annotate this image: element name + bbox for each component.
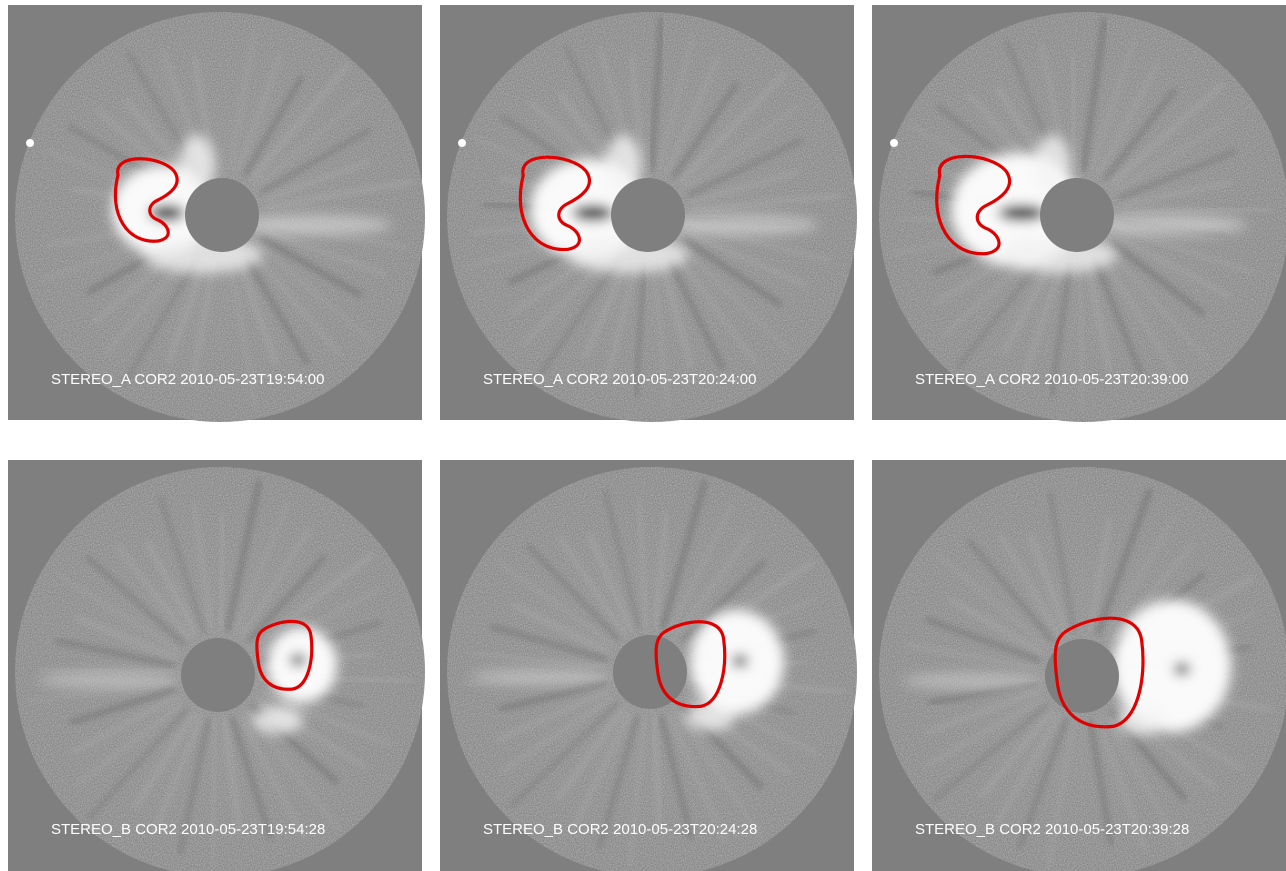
panel-label: STEREO_A COR2 2010-05-23T20:24:00 xyxy=(483,371,757,388)
figure: STEREO_A COR2 2010-05-23T19:54:00 STEREO_… xyxy=(0,0,1286,871)
occulter xyxy=(181,638,255,712)
image-panel: STEREO_A COR2 2010-05-23T20:39:00 xyxy=(872,5,1286,422)
image-panel: STEREO_B COR2 2010-05-23T20:39:28 xyxy=(872,460,1286,871)
dark-core xyxy=(998,205,1046,221)
occulter xyxy=(613,635,687,709)
image-panel: STEREO_B COR2 2010-05-23T20:24:28 xyxy=(440,460,857,871)
dark-core xyxy=(572,205,614,221)
image-panel: STEREO_A COR2 2010-05-23T20:24:00 xyxy=(440,5,857,422)
star xyxy=(458,139,466,147)
occulter xyxy=(1040,178,1114,252)
image-panel: STEREO_A COR2 2010-05-23T19:54:00 xyxy=(8,5,425,422)
panel-label: STEREO_A COR2 2010-05-23T20:39:00 xyxy=(915,371,1189,388)
panel-label: STEREO_A COR2 2010-05-23T19:54:00 xyxy=(51,371,325,388)
streamer-glow xyxy=(902,673,1042,689)
star xyxy=(890,139,898,147)
occulter xyxy=(611,178,685,252)
occulter xyxy=(185,178,259,252)
panel-label: STEREO_B COR2 2010-05-23T20:39:28 xyxy=(915,821,1189,838)
glow xyxy=(253,706,303,734)
panel-label: STEREO_B COR2 2010-05-23T20:24:28 xyxy=(483,821,757,838)
dark-core xyxy=(290,654,306,666)
dark-core xyxy=(732,655,748,667)
streamer-glow xyxy=(38,672,178,688)
image-panel: STEREO_B COR2 2010-05-23T19:54:28 xyxy=(8,460,425,871)
star xyxy=(26,139,34,147)
panel-label: STEREO_B COR2 2010-05-23T19:54:28 xyxy=(51,821,325,838)
streamer-glow xyxy=(470,669,610,685)
dark-core xyxy=(1174,663,1190,675)
